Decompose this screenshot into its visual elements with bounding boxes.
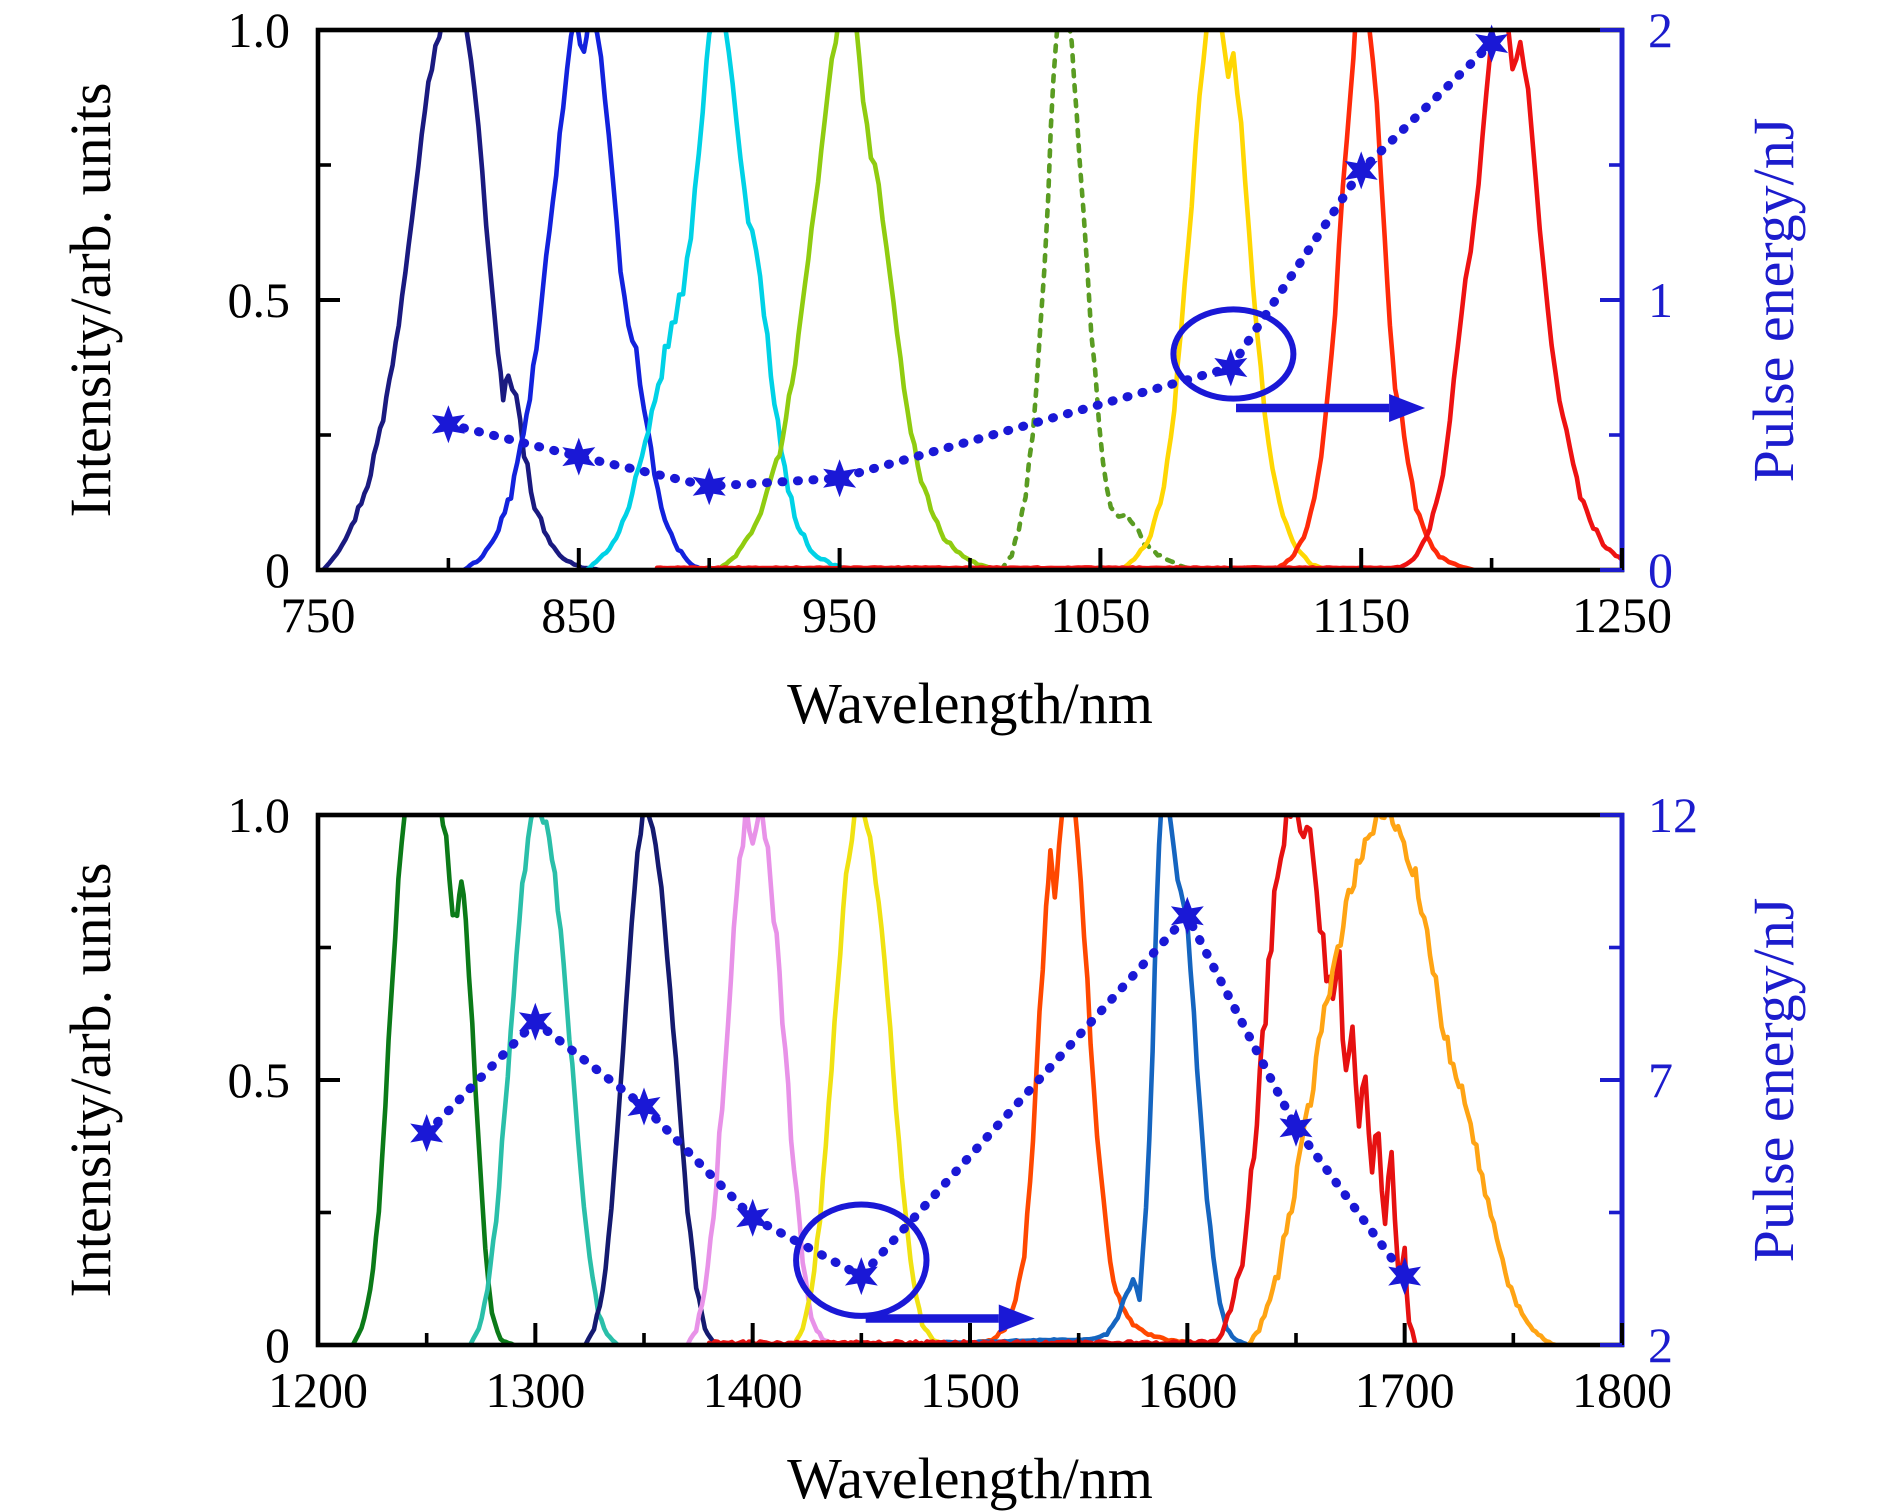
y-left-tick-label: 0	[265, 1317, 290, 1373]
indicator-arrow-head	[998, 1304, 1035, 1333]
top-x-axis-label: Wavelength/nm	[787, 671, 1153, 736]
pulse-energy-bottom-line	[422, 907, 1410, 1282]
energy-star-marker	[844, 1257, 878, 1296]
bottom-right-axis-indicator	[793, 1201, 1035, 1333]
y-right-tick-label: 1	[1648, 272, 1673, 328]
energy-star-marker	[1279, 1108, 1313, 1147]
top-spectra-group	[320, 30, 1622, 570]
x-tick-label: 1050	[1050, 587, 1150, 643]
spectrum-1400nm	[685, 815, 838, 1345]
x-tick-label: 1250	[1572, 587, 1672, 643]
spectrum-850nm	[461, 30, 707, 570]
energy-star-marker	[410, 1114, 444, 1152]
bottom-panel: 1200 1300 1400 1500 1600 1700 180000.51.02712 …	[58, 787, 1806, 1511]
spectrum-1300nm	[467, 815, 621, 1345]
top-y-right-axis-label: Pulse energy/nJ	[1741, 118, 1806, 483]
x-tick-label: 1600	[1137, 1362, 1237, 1418]
pulse-energy-top-group	[431, 24, 1509, 506]
bottom-y-right-axis-label: Pulse energy/nJ	[1741, 898, 1806, 1263]
energy-star-marker	[1388, 1257, 1422, 1296]
spectrum-1590nm	[924, 815, 1251, 1345]
pulse-energy-bottom-group	[410, 896, 1422, 1296]
x-tick-label: 1300	[485, 1362, 585, 1418]
x-tick-label: 1200	[268, 1362, 368, 1418]
y-left-tick-label: 0	[265, 542, 290, 598]
spectrum-1700nm	[1245, 815, 1557, 1345]
energy-star-marker	[736, 1198, 770, 1237]
spectrum-1350nm	[583, 815, 718, 1345]
x-tick-label: 1150	[1312, 587, 1410, 643]
spectrum-950nm	[714, 30, 1004, 570]
spectrum-800nm	[320, 30, 602, 570]
y-right-tick-label: 2	[1648, 1317, 1673, 1373]
y-left-tick-label: 1.0	[228, 2, 291, 58]
x-tick-label: 950	[802, 587, 877, 643]
plot-frame	[315, 812, 1625, 1348]
y-left-tick-label: 0.5	[228, 1052, 291, 1108]
spectrum-1040nm-pump	[999, 30, 1194, 570]
y-right-tick-label: 0	[1648, 542, 1673, 598]
energy-star-marker	[562, 437, 596, 476]
energy-star-marker	[518, 1002, 552, 1041]
bottom-spectra-group	[350, 815, 1557, 1345]
top-y-left-axis-label: Intensity/arb. units	[58, 83, 123, 518]
energy-star-marker	[627, 1087, 661, 1126]
spectrum-1450nm	[791, 815, 949, 1345]
y-right-tick-label: 12	[1648, 787, 1698, 843]
bottom-x-axis-label: Wavelength/nm	[787, 1446, 1153, 1511]
spectrum-900nm	[584, 30, 855, 570]
bottom-panel-content: 1200 1300 1400 1500 1600 1700 1800 0 0.5 1.0 2 7 12	[228, 787, 1699, 1418]
y-right-tick-label: 2	[1648, 2, 1673, 58]
energy-star-marker	[1170, 896, 1204, 935]
top-right-axis-indicator	[1170, 306, 1426, 422]
spectrum-1100nm	[1119, 30, 1333, 570]
bottom-y-left-axis-label: Intensity/arb. units	[58, 863, 123, 1298]
x-tick-label: 850	[541, 587, 616, 643]
x-tick-label: 1400	[703, 1362, 803, 1418]
energy-star-marker	[431, 405, 465, 444]
y-right-tick-label: 7	[1648, 1052, 1673, 1108]
energy-star-marker	[692, 467, 726, 506]
energy-star-marker	[1475, 24, 1509, 63]
spectrum-1545nm	[946, 815, 1212, 1345]
y-left-tick-label: 0.5	[228, 272, 291, 328]
energy-star-marker	[1344, 151, 1378, 190]
x-tick-label: 1500	[920, 1362, 1020, 1418]
x-tick-label: 1700	[1355, 1362, 1455, 1418]
x-tick-label: 750	[281, 587, 356, 643]
indicator-ellipse	[1170, 306, 1297, 402]
x-tick-label: 1800	[1572, 1362, 1672, 1418]
energy-star-marker	[1214, 348, 1248, 387]
energy-star-marker	[823, 459, 857, 498]
bottom-ticks: 1200 1300 1400 1500 1600 1700 1800 0 0.5 1.0 2 7 12	[228, 787, 1699, 1418]
y-left-tick-label: 1.0	[228, 787, 291, 843]
indicator-ellipse	[793, 1201, 930, 1319]
indicator-arrow-head	[1389, 394, 1426, 422]
